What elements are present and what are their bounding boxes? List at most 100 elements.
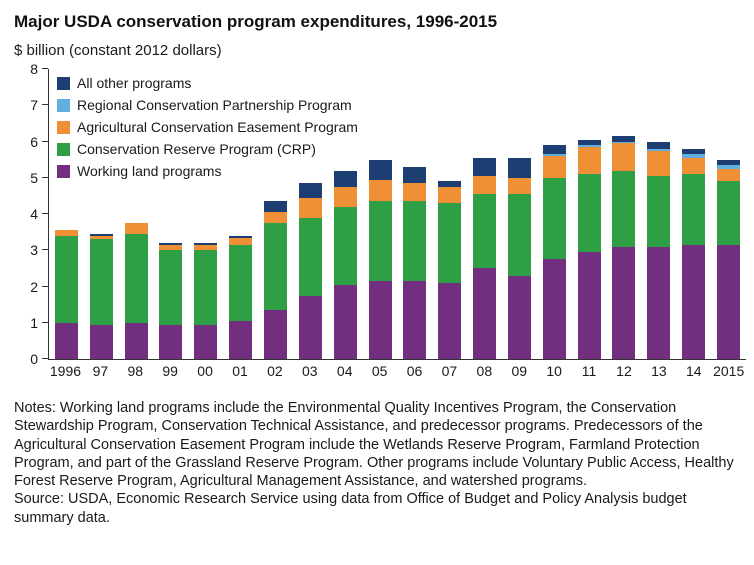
y-tick-label-7: 7 [30, 97, 38, 114]
y-tick-mark-8 [42, 68, 48, 69]
bar-12 [612, 136, 636, 359]
conservation-reserve-program-crp-segment [159, 250, 183, 325]
bar-05 [368, 159, 392, 359]
working-land-programs-segment [682, 244, 706, 359]
all-other-programs-segment [647, 141, 671, 149]
bar-08 [473, 157, 497, 359]
agricultural-conservation-easement-program-segment [403, 183, 427, 202]
agricultural-conservation-easement-program-segment [647, 150, 671, 176]
y-tick-label-5: 5 [30, 169, 38, 186]
x-tick-label-02: 02 [267, 363, 283, 379]
bars [49, 69, 746, 359]
working-land-programs-segment [229, 320, 253, 359]
y-tick-mark-0 [42, 358, 48, 359]
working-land-programs-segment [647, 246, 671, 359]
legend-swatch-working-land-programs [57, 164, 70, 178]
legend-swatch-regional-conservation-partnership-program [57, 98, 70, 112]
all-other-programs-segment [682, 148, 706, 155]
bar-97 [89, 233, 113, 359]
legend-item-all-other-programs: All other programs [57, 72, 358, 94]
y-tick-mark-5 [42, 176, 48, 178]
legend-item-regional-conservation-partnership-program: Regional Conservation Partnership Progra… [57, 94, 358, 116]
legend-label-regional-conservation-partnership-program: Regional Conservation Partnership Progra… [77, 97, 352, 113]
agricultural-conservation-easement-program-segment [577, 146, 601, 175]
conservation-reserve-program-crp-segment [577, 174, 601, 253]
all-other-programs-segment [438, 181, 462, 187]
legend-label-agricultural-conservation-easement-program: Agricultural Conservation Easement Progr… [77, 119, 358, 135]
bar-10 [542, 145, 566, 359]
notes-text: Notes: Working land programs include the… [14, 400, 734, 490]
legend-item-conservation-reserve-program-crp: Conservation Reserve Program (CRP) [57, 138, 358, 160]
conservation-reserve-program-crp-segment [333, 206, 357, 285]
bar-07 [438, 181, 462, 359]
working-land-programs-segment [577, 252, 601, 359]
bar-99 [159, 243, 183, 359]
conservation-reserve-program-crp-segment [54, 235, 78, 323]
y-tick-mark-4 [42, 213, 48, 214]
source-text: Source: USDA, Economic Research Service … [14, 491, 687, 526]
agricultural-conservation-easement-program-segment [438, 186, 462, 204]
regional-conservation-partnership-program-segment [577, 145, 601, 147]
bar-1996 [54, 230, 78, 359]
y-tick-mark-6 [42, 140, 48, 142]
y-tick-label-2: 2 [30, 278, 38, 295]
all-other-programs-segment [333, 170, 357, 187]
x-tick-label-01: 01 [232, 363, 248, 379]
agricultural-conservation-easement-program-segment [229, 237, 253, 245]
agricultural-conservation-easement-program-segment [298, 197, 322, 218]
working-land-programs-segment [716, 244, 740, 359]
x-tick-label-99: 99 [162, 363, 178, 379]
all-other-programs-segment [473, 157, 497, 176]
x-tick-label-04: 04 [336, 363, 353, 379]
agricultural-conservation-easement-program-segment [612, 143, 636, 171]
agricultural-conservation-easement-program-segment [473, 175, 497, 195]
y-tick-label-4: 4 [30, 206, 38, 222]
conservation-reserve-program-crp-segment [647, 175, 671, 247]
x-tick-label-11: 11 [581, 363, 597, 379]
legend-label-working-land-programs: Working land programs [77, 163, 222, 179]
working-land-programs-segment [438, 282, 462, 359]
chart: All other programs Regional Conservation … [14, 61, 750, 391]
regional-conservation-partnership-program-segment [542, 154, 566, 156]
x-tick-label-00: 00 [197, 363, 213, 379]
conservation-reserve-program-crp-segment [89, 239, 113, 325]
x-tick-label-1996: 1996 [49, 363, 82, 379]
working-land-programs-segment [159, 324, 183, 359]
working-land-programs-segment [542, 259, 566, 359]
x-tick-label-13: 13 [651, 363, 667, 379]
bar-06 [403, 166, 427, 359]
bar-13 [647, 141, 671, 359]
all-other-programs-segment [194, 243, 218, 245]
x-tick-label-14: 14 [685, 363, 702, 379]
x-tick-label-08: 08 [476, 363, 493, 379]
bar-14 [682, 148, 706, 359]
regional-conservation-partnership-program-segment [612, 141, 636, 144]
conservation-reserve-program-crp-segment [368, 201, 392, 282]
agricultural-conservation-easement-program-segment [89, 235, 113, 240]
y-tick-mark-1 [42, 321, 48, 323]
y-tick-label-3: 3 [30, 242, 38, 259]
y-tick-label-8: 8 [30, 61, 38, 77]
x-tick-label-12: 12 [616, 363, 632, 379]
all-other-programs-segment [298, 183, 322, 198]
agricultural-conservation-easement-program-segment [333, 186, 357, 207]
conservation-reserve-program-crp-segment [473, 194, 497, 269]
bar-98 [124, 223, 148, 359]
working-land-programs-segment [54, 322, 78, 359]
agricultural-conservation-easement-program-segment [194, 244, 218, 251]
bar-2015 [716, 159, 740, 359]
conservation-reserve-program-crp-segment [507, 194, 531, 276]
legend-swatch-agricultural-conservation-easement-program [57, 120, 70, 134]
all-other-programs-segment [577, 139, 601, 146]
legend-label-all-other-programs: All other programs [77, 75, 192, 91]
x-tick-label-06: 06 [406, 363, 423, 379]
all-other-programs-segment [229, 235, 253, 238]
conservation-reserve-program-crp-segment [403, 201, 427, 282]
conservation-reserve-program-crp-segment [194, 250, 218, 325]
conservation-reserve-program-crp-segment [612, 170, 636, 247]
y-tick-label-0: 0 [30, 351, 38, 367]
bar-03 [298, 183, 322, 359]
chart-subtitle: $ billion (constant 2012 dollars) [14, 42, 222, 59]
x-tick-label-98: 98 [127, 363, 144, 379]
